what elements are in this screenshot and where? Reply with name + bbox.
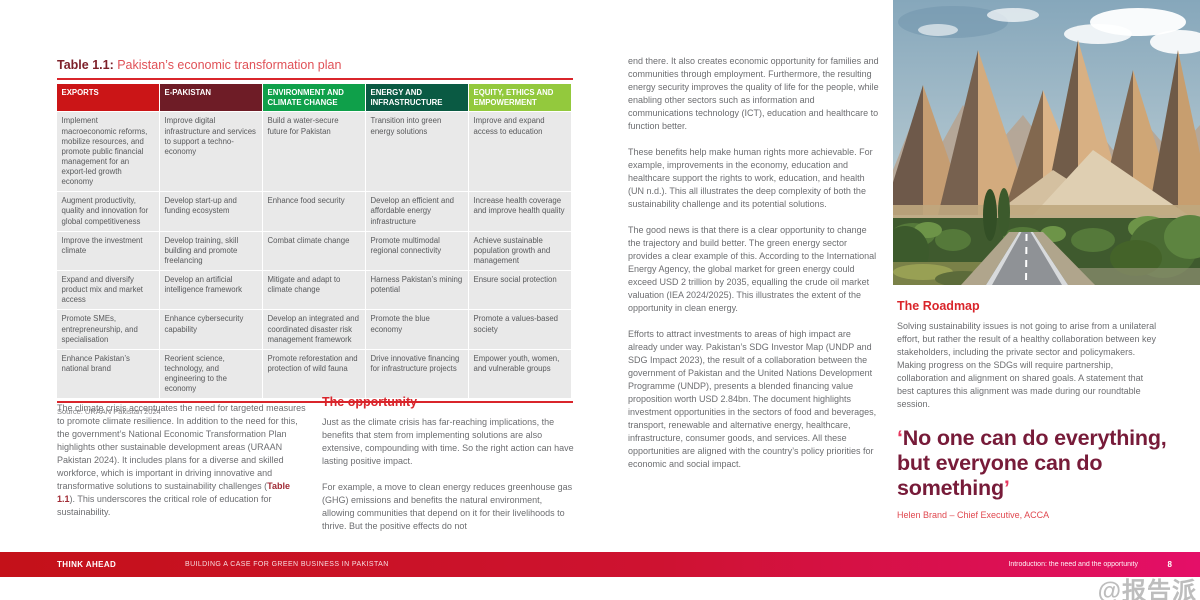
- intro-text-pre: The climate crisis accentuates the need …: [57, 403, 306, 491]
- intro-paragraph: The climate crisis accentuates the need …: [57, 402, 310, 519]
- table-source-note: Source: URAAN Pakistan 2024: [57, 407, 161, 417]
- footer-brand: THINK AHEAD: [57, 560, 117, 569]
- table-header-row: EXPORTS E-PAKISTAN ENVIRONMENT AND CLIMA…: [56, 84, 571, 112]
- table-cell: Empower youth, women, and vulnerable gro…: [468, 349, 571, 399]
- watermark: @报告派: [1097, 578, 1197, 600]
- header-exports: EXPORTS: [56, 84, 159, 112]
- table-cell: Drive innovative financing for infrastru…: [365, 349, 468, 399]
- table-bottom-divider: [57, 401, 573, 404]
- table-cell: Ensure social protection: [468, 271, 571, 310]
- roadmap-section: The Roadmap Solving sustainability issue…: [897, 300, 1162, 424]
- intro-text-post: ). This underscores the critical role of…: [57, 494, 272, 517]
- footer-page-number: 8: [1167, 560, 1172, 569]
- continuation-column: end there. It also creates economic oppo…: [628, 55, 881, 484]
- table-title-text: Pakistan’s economic transformation plan: [117, 58, 342, 72]
- continuation-paragraph-3: The good news is that there is a clear o…: [628, 225, 877, 313]
- continuation-paragraph-2: These benefits help make human rights mo…: [628, 147, 873, 209]
- open-quote-mark: ‘: [897, 426, 903, 450]
- table-cell: Promote a values-based society: [468, 310, 571, 349]
- table-cell: Combat climate change: [262, 231, 365, 271]
- table-cell: Build a water-secure future for Pakistan: [262, 112, 365, 192]
- roadmap-heading: The Roadmap: [897, 299, 980, 313]
- table-cell: Implement macroeconomic reforms, mobiliz…: [56, 112, 159, 192]
- table-title: Table 1.1: Pakistan’s economic transform…: [57, 58, 573, 72]
- table-cell: Enhance food security: [262, 192, 365, 231]
- table-cell: Increase health coverage and improve hea…: [468, 192, 571, 231]
- footer-section-title: Introduction: the need and the opportuni…: [1008, 560, 1138, 568]
- opportunity-paragraph-1: Just as the climate crisis has far-reach…: [322, 417, 574, 466]
- title-divider: [57, 78, 573, 80]
- header-e-pakistan: E-PAKISTAN: [159, 84, 262, 112]
- opportunity-paragraph-2: For example, a move to clean energy redu…: [322, 482, 573, 531]
- table-title-label: Table 1.1:: [57, 58, 114, 72]
- table-row: Implement macroeconomic reforms, mobiliz…: [56, 112, 571, 192]
- page-footer: THINK AHEAD BUILDING A CASE FOR GREEN BU…: [0, 552, 1200, 577]
- table-cell: Enhance cybersecurity capability: [159, 310, 262, 349]
- table-cell: Achieve sustainable population growth an…: [468, 231, 571, 271]
- table-row: Expand and diversify product mix and mar…: [56, 271, 571, 310]
- table-row: Promote SMEs, entrepreneurship, and spec…: [56, 310, 571, 349]
- table-cell: Improve digital infrastructure and servi…: [159, 112, 262, 192]
- table-cell: Develop training, skill building and pro…: [159, 231, 262, 271]
- table-cell: Improve and expand access to education: [468, 112, 571, 192]
- opportunity-section: The opportunity Just as the climate cris…: [322, 396, 575, 546]
- header-equity: EQUITY, ETHICS AND EMPOWERMENT: [468, 84, 571, 112]
- intro-column: The climate crisis accentuates the need …: [57, 402, 310, 532]
- mountain-road-photo: [893, 0, 1200, 285]
- table-cell: Develop start-up and funding ecosystem: [159, 192, 262, 231]
- table-cell: Enhance Pakistan’s national brand: [56, 349, 159, 399]
- table-cell: Transition into green energy solutions: [365, 112, 468, 192]
- table-reference-link[interactable]: Table 1.1: [57, 481, 290, 504]
- quote-attribution: Helen Brand – Chief Executive, ACCA: [897, 510, 1050, 520]
- mountain-photo-illustration: [893, 0, 1200, 285]
- close-quote-mark: ’: [1003, 476, 1010, 500]
- table-row: Enhance Pakistan’s national brand Reorie…: [56, 349, 571, 399]
- table-cell: Promote multimodal regional connectivity: [365, 231, 468, 271]
- opportunity-heading: The opportunity: [322, 395, 418, 409]
- table-cell: Promote the blue economy: [365, 310, 468, 349]
- table-cell: Develop an integrated and coordinated di…: [262, 310, 365, 349]
- economic-transformation-table: EXPORTS E-PAKISTAN ENVIRONMENT AND CLIMA…: [56, 83, 572, 399]
- continuation-paragraph-4: Efforts to attract investments to areas …: [628, 329, 877, 469]
- pull-quote: ‘No one can do everything, but everyone …: [897, 426, 1175, 501]
- table-cell: Improve the investment climate: [56, 231, 159, 271]
- table-cell: Mitigate and adapt to climate change: [262, 271, 365, 310]
- table-cell: Augment productivity, quality and innova…: [56, 192, 159, 231]
- table-row: Augment productivity, quality and innova…: [56, 192, 571, 231]
- table-cell: Expand and diversify product mix and mar…: [56, 271, 159, 310]
- table-cell: Reorient science, technology, and engine…: [159, 349, 262, 399]
- table-cell: Promote reforestation and protection of …: [262, 349, 365, 399]
- header-environment: ENVIRONMENT AND CLIMATE CHANGE: [262, 84, 365, 112]
- quote-text: No one can do everything, but everyone c…: [897, 426, 1167, 500]
- continuation-paragraph-1: end there. It also creates economic oppo…: [628, 56, 879, 131]
- roadmap-paragraph: Solving sustainability issues is not goi…: [897, 321, 1157, 409]
- table-row: Improve the investment climate Develop t…: [56, 231, 571, 271]
- footer-doc-title: BUILDING A CASE FOR GREEN BUSINESS IN PA…: [185, 560, 389, 568]
- header-energy: ENERGY AND INFRASTRUCTURE: [365, 84, 468, 112]
- table-cell: Develop an artificial intelligence frame…: [159, 271, 262, 310]
- table-cell: Develop an efficient and affordable ener…: [365, 192, 468, 231]
- table-cell: Harness Pakistan’s mining potential: [365, 271, 468, 310]
- table-1-1-block: Table 1.1: Pakistan’s economic transform…: [56, 58, 573, 417]
- table-cell: Promote SMEs, entrepreneurship, and spec…: [56, 310, 159, 349]
